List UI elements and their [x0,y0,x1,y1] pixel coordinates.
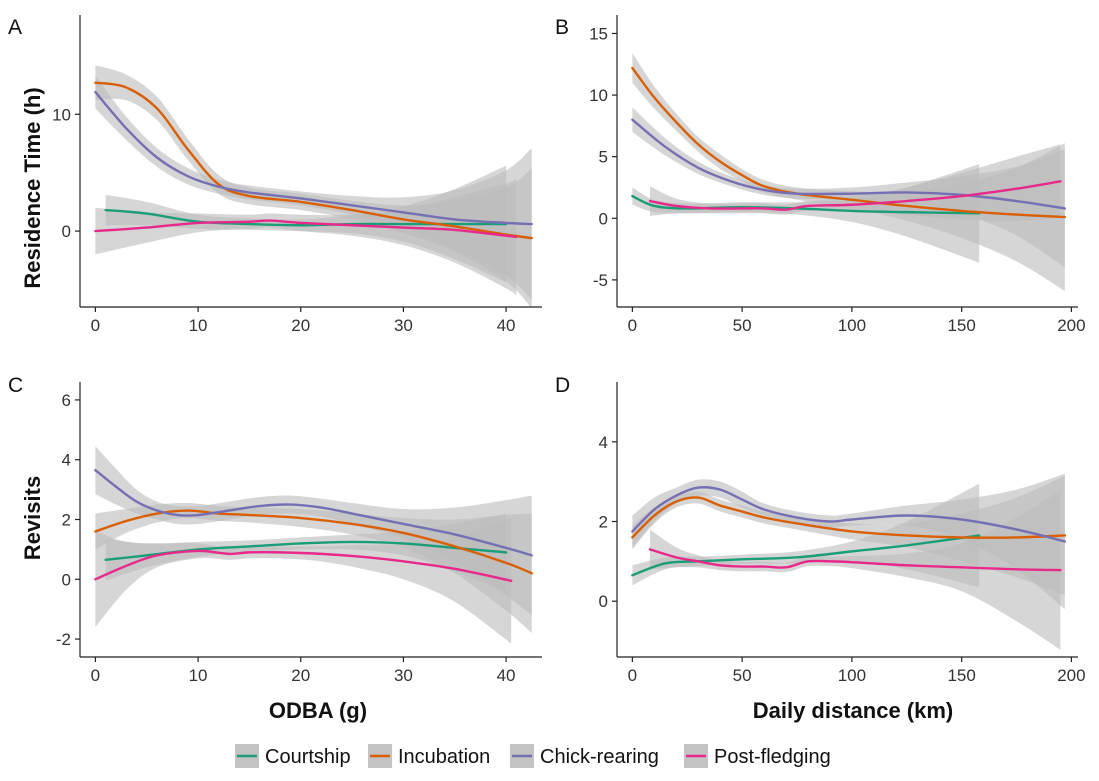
x-tick-label: 50 [733,666,752,685]
panel-c: 0 10 20 30 40 -2 0 2 4 6 [56,382,542,685]
axes: 0 50 100 150 200 -5 0 5 10 15 [589,15,1086,335]
series-line-incubation [631,66,1067,219]
ci-ribbons [95,446,532,644]
ci-ribbons [95,65,532,307]
x-tick-label: 50 [733,316,752,335]
y-tick-label: 6 [62,391,71,410]
legend-label-courtship: Courtship [265,746,351,768]
ci-ribbon-post-fledging [95,178,517,296]
series-line-post-fledging [648,180,1062,211]
series-line-chick-rearing [94,468,533,557]
y-axis-title-residence-time: Residence Time (h) [20,87,45,288]
y-tick-label: 4 [62,451,71,470]
x-tick-label: 0 [628,666,637,685]
x-tick-label: 40 [497,666,516,685]
y-tick-label: 5 [599,148,608,167]
series-line-incubation [94,81,533,240]
panel-letter-b: B [555,16,569,39]
x-tick-label: 200 [1057,666,1085,685]
ci-ribbon-courtship [632,164,980,263]
series-line-courtship [631,534,981,577]
y-tick-label: 2 [599,512,608,531]
ci-ribbons [632,53,1065,291]
x-tick-label: 100 [838,666,866,685]
y-tick-label: 10 [589,86,608,105]
x-tick-label: 100 [838,316,866,335]
ci-ribbon-chick-rearing [632,473,1065,610]
panel-b: 0 50 100 150 200 -5 0 5 10 15 [589,15,1086,335]
x-tick-label: 20 [291,666,310,685]
series-line-incubation [94,509,533,575]
y-tick-label: -2 [56,630,71,649]
series-line-post-fledging [94,549,513,582]
series-line-chick-rearing [94,90,533,226]
x-tick-label: 0 [91,666,100,685]
x-tick-label: 30 [394,316,413,335]
y-tick-label: 2 [62,511,71,530]
x-tick-label: 30 [394,666,413,685]
panel-letter-c: C [8,374,23,397]
ci-ribbon-incubation [632,53,1065,291]
axes: 0 50 100 150 200 0 2 4 [599,382,1086,685]
y-axis-title-revisits: Revisits [20,476,45,560]
x-tick-label: 10 [189,666,208,685]
x-tick-label: 200 [1057,316,1085,335]
x-tick-label: 0 [628,316,637,335]
y-tick-label: 4 [599,433,608,452]
series-line-chick-rearing [631,486,1067,543]
y-tick-label: 10 [52,105,71,124]
ci-ribbon-chick-rearing [95,446,532,616]
ci-ribbon-incubation [95,65,532,307]
y-tick-label: 15 [589,24,608,43]
series-line-post-fledging [648,548,1062,572]
x-axis-title-daily-distance: Daily distance (km) [753,698,954,723]
panel-letter-a: A [8,16,22,39]
ci-ribbon-post-fledging [649,144,1061,221]
legend-label-chick-rearing: Chick-rearing [540,746,659,768]
legend-label-incubation: Incubation [398,746,490,768]
series-line-incubation [631,496,1067,539]
series-lines [94,81,533,240]
axes: 0 10 20 30 40 -2 0 2 4 6 [56,382,542,685]
x-axis-title-odba: ODBA (g) [269,698,367,723]
legend-label-post-fledging: Post-fledging [714,746,831,768]
legend: Courtship Incubation Chick-rearing Post-fle… [235,744,831,768]
series-lines [94,468,533,582]
panel-a: 0 10 20 30 40 0 10 [52,15,542,335]
series-line-post-fledging [94,219,518,239]
y-tick-label: 0 [599,592,608,611]
y-tick-label: 0 [599,209,608,228]
series-lines [631,66,1067,219]
x-tick-label: 0 [91,316,100,335]
y-tick-label: -5 [593,271,608,290]
panel-letter-d: D [555,374,570,397]
axes: 0 10 20 30 40 0 10 [52,15,542,335]
x-tick-label: 150 [947,316,975,335]
x-tick-label: 150 [947,666,975,685]
series-line-courtship [631,194,981,215]
panel-d: 0 50 100 150 200 0 2 4 [599,382,1086,685]
x-tick-label: 10 [189,316,208,335]
x-tick-label: 40 [497,316,516,335]
ci-ribbon-post-fledging [649,490,1061,650]
series-lines [631,486,1067,577]
y-tick-label: 0 [62,570,71,589]
x-tick-label: 20 [291,316,310,335]
y-tick-label: 0 [62,222,71,241]
series-line-chick-rearing [631,118,1067,210]
